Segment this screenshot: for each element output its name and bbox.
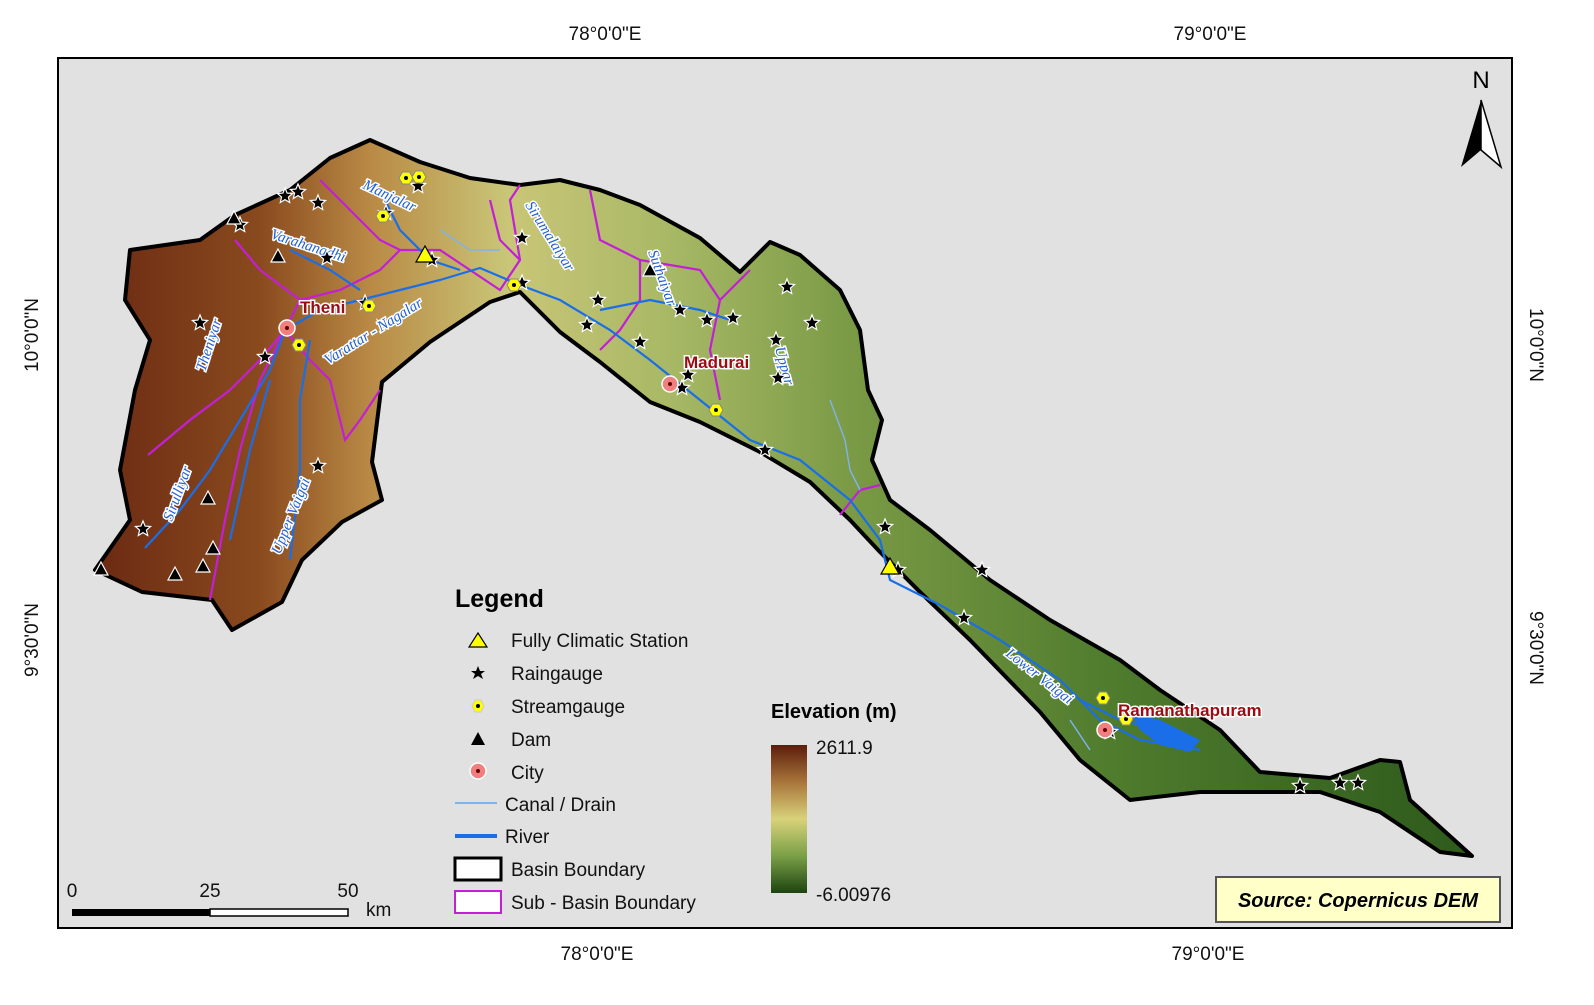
raingauge <box>670 300 690 318</box>
streamgauge-dot <box>297 343 301 347</box>
raingauge <box>755 440 775 458</box>
elevation-min: -6.00976 <box>816 885 891 906</box>
raingauge <box>777 277 797 295</box>
legend-label: Raingauge <box>511 664 603 685</box>
raingauge <box>275 186 295 204</box>
dam <box>92 560 110 576</box>
graticule-label: 10°0'0"N <box>1525 308 1546 382</box>
legend-label: Canal / Drain <box>505 795 616 816</box>
scale-tick: 25 <box>199 881 220 902</box>
city-label: Theni <box>300 298 345 317</box>
legend-symbols <box>453 631 503 914</box>
city-label: Madurai <box>684 353 749 372</box>
raingauge <box>766 330 786 348</box>
graticule-label: 9°30'0"N <box>22 603 43 677</box>
raingauge <box>288 182 308 200</box>
north-label: N <box>1472 67 1489 94</box>
raingauge <box>1330 773 1350 791</box>
raingauge <box>308 456 328 474</box>
raingauge <box>190 313 210 331</box>
dam <box>641 261 659 277</box>
raingauge <box>308 193 328 211</box>
scale-tick: 0 <box>67 881 78 902</box>
tank <box>1130 712 1200 752</box>
legend-label: Sub - Basin Boundary <box>511 893 696 914</box>
legend-title: Legend <box>455 585 544 613</box>
raingauge <box>630 332 650 350</box>
raingauge <box>588 290 608 308</box>
raingauge <box>723 308 743 326</box>
basin <box>93 138 1474 858</box>
legend-label: Dam <box>511 730 551 751</box>
streamgauge-dot <box>1124 717 1128 721</box>
raingauge <box>875 517 895 535</box>
elevation-title: Elevation (m) <box>771 701 897 723</box>
legend-label: Basin Boundary <box>511 860 646 881</box>
legend-label: Streamgauge <box>511 697 625 718</box>
raingauge <box>133 519 153 537</box>
streamgauge-dot <box>1101 696 1105 700</box>
legend-label: River <box>505 827 550 848</box>
source-box <box>1215 876 1501 923</box>
graticule-label: 78°0'0"E <box>569 24 642 45</box>
raingauge <box>1348 773 1368 791</box>
legend-label: City <box>511 763 544 784</box>
raingauge <box>255 347 275 365</box>
city-markers <box>278 319 1114 739</box>
climatic-station <box>879 556 901 575</box>
dam <box>199 489 217 505</box>
raingauge <box>697 310 717 328</box>
raingauge <box>802 313 822 331</box>
streamgauge-dot <box>404 176 408 180</box>
elevation-max: 2611.9 <box>816 738 873 759</box>
streamgauge-dot <box>367 304 371 308</box>
raingauge <box>512 228 532 246</box>
dam <box>269 247 287 263</box>
raingauge <box>317 248 337 266</box>
scale-bar <box>72 908 349 917</box>
raingauge <box>1290 776 1310 794</box>
north-arrow: N <box>1461 67 1503 170</box>
city-label: Ramanathapuram <box>1118 701 1262 720</box>
raingauge <box>972 560 992 578</box>
dam <box>194 557 212 573</box>
raingauge <box>408 176 428 194</box>
graticule-label: 9°30'0"N <box>1525 611 1546 685</box>
raingauge <box>768 368 788 386</box>
graticule-label: 10°0'0"N <box>22 298 43 372</box>
sub-basin-boundaries <box>147 179 881 601</box>
scale-unit: km <box>366 900 391 921</box>
graticule-label: 78°0'0"E <box>561 944 634 965</box>
dam <box>166 565 184 581</box>
raingauge <box>678 365 698 383</box>
streamgauge-dot <box>417 175 421 179</box>
dam <box>225 209 243 225</box>
raingauge <box>577 315 597 333</box>
climatic-station <box>414 244 436 263</box>
dam <box>204 539 222 555</box>
streamgauge-dot <box>512 283 516 287</box>
graticule-label: 79°0'0"E <box>1174 24 1247 45</box>
elevation-ramp <box>771 745 807 893</box>
streamgauge-dot <box>714 408 718 412</box>
raingauge <box>954 608 974 626</box>
canals <box>439 229 1091 751</box>
source-label: Source: Copernicus DEM <box>1238 890 1479 912</box>
scale-tick: 50 <box>337 881 358 902</box>
streamgauge-dot <box>381 214 385 218</box>
graticule-label: 79°0'0"E <box>1172 944 1245 965</box>
legend-label: Fully Climatic Station <box>511 631 688 652</box>
